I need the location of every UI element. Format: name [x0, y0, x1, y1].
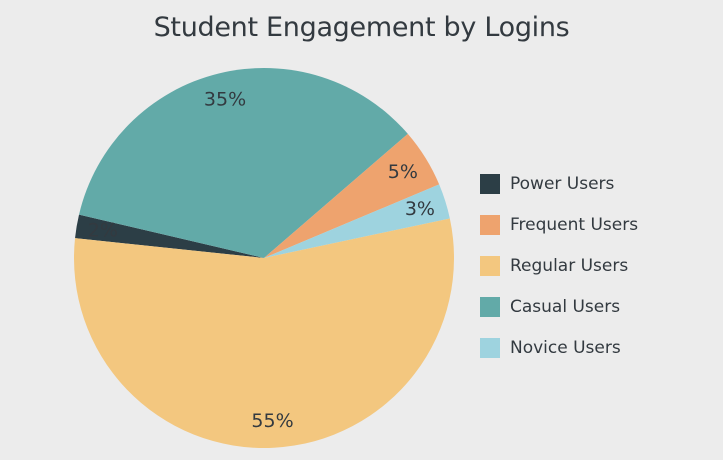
- slice-label-casual-users: 35%: [204, 88, 246, 110]
- legend-label: Regular Users: [510, 255, 629, 276]
- legend-label: Casual Users: [510, 296, 621, 317]
- chart-title: Student Engagement by Logins: [153, 12, 570, 43]
- pie-slice-regular-users: [73, 218, 454, 448]
- legend-swatch: [480, 296, 500, 317]
- legend-swatch: [480, 173, 500, 194]
- slice-label-frequent-users: 5%: [388, 161, 418, 183]
- legend-item-novice-users: Novice Users: [480, 327, 638, 368]
- legend-swatch: [480, 255, 500, 276]
- pie-slice-frequent-users: [264, 133, 440, 258]
- pie-slice-power-users: [75, 214, 265, 258]
- legend-item-frequent-users: Frequent Users: [480, 204, 638, 245]
- pie-slice-novice-users: [264, 184, 450, 258]
- chart-legend: Power Users Frequent Users Regular Users Ca…: [480, 163, 638, 368]
- slice-label-power-users: 2%: [88, 220, 118, 242]
- legend-item-power-users: Power Users: [480, 163, 638, 204]
- legend-swatch: [480, 214, 500, 235]
- legend-swatch: [480, 337, 500, 358]
- slice-label-regular-users: 55%: [251, 410, 293, 432]
- pie-slice-casual-users: [79, 67, 408, 258]
- legend-label: Frequent Users: [510, 214, 639, 235]
- legend-item-casual-users: Casual Users: [480, 286, 638, 327]
- legend-label: Novice Users: [510, 337, 621, 358]
- legend-item-regular-users: Regular Users: [480, 245, 638, 286]
- legend-label: Power Users: [510, 173, 615, 194]
- slice-label-novice-users: 3%: [405, 198, 435, 220]
